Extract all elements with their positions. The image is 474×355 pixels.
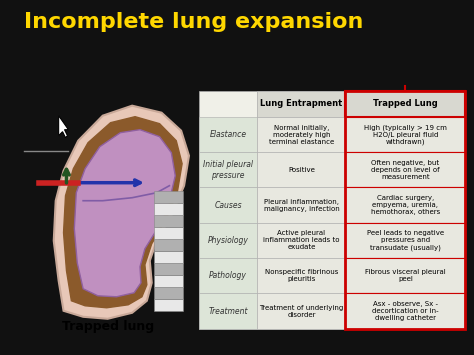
Bar bbox=[154, 287, 183, 299]
Bar bbox=[257, 223, 346, 258]
Text: Pleural inflammation,
malignancy, infection: Pleural inflammation, malignancy, infect… bbox=[264, 199, 339, 212]
Text: Often negative, but
depends on level of
measurement: Often negative, but depends on level of … bbox=[371, 160, 440, 180]
Bar bbox=[346, 152, 465, 187]
Polygon shape bbox=[59, 116, 68, 138]
Bar bbox=[346, 91, 465, 329]
Bar bbox=[199, 294, 257, 329]
Text: Lung Entrapment: Lung Entrapment bbox=[260, 99, 343, 108]
Bar bbox=[199, 91, 465, 329]
Text: Active pleural
inflammation leads to
exudate: Active pleural inflammation leads to exu… bbox=[263, 230, 340, 251]
Bar bbox=[257, 187, 346, 223]
Bar bbox=[199, 117, 257, 152]
Bar bbox=[154, 263, 183, 275]
Bar bbox=[346, 223, 465, 258]
Bar bbox=[346, 187, 465, 223]
Bar bbox=[199, 187, 257, 223]
Bar bbox=[346, 91, 465, 117]
Text: Treatment of underlying
disorder: Treatment of underlying disorder bbox=[259, 305, 344, 318]
Text: High (typically > 19 cm
H2O/L pleural fluid
withdrawn): High (typically > 19 cm H2O/L pleural fl… bbox=[364, 124, 447, 145]
Bar bbox=[346, 294, 465, 329]
Text: Normal initially,
moderately high
terminal elastance: Normal initially, moderately high termin… bbox=[269, 125, 334, 144]
Text: Pathology: Pathology bbox=[209, 271, 247, 280]
Bar bbox=[199, 258, 257, 294]
Bar bbox=[199, 223, 257, 258]
Text: Peel leads to negative
pressures and
transudate (usually): Peel leads to negative pressures and tra… bbox=[367, 230, 444, 251]
Text: Causes: Causes bbox=[214, 201, 242, 210]
Bar bbox=[346, 117, 465, 152]
Text: Fibrous visceral pleural
peel: Fibrous visceral pleural peel bbox=[365, 269, 446, 282]
Text: Nonspecific fibrinous
pleuritis: Nonspecific fibrinous pleuritis bbox=[264, 269, 338, 282]
Bar bbox=[199, 152, 257, 187]
Bar bbox=[257, 117, 346, 152]
Text: Treatment: Treatment bbox=[209, 307, 248, 316]
Text: Trapped Lung: Trapped Lung bbox=[373, 99, 438, 108]
Bar bbox=[154, 239, 183, 251]
Text: Initial pleural
pressure: Initial pleural pressure bbox=[203, 160, 253, 180]
Bar bbox=[154, 275, 183, 287]
Text: Positive: Positive bbox=[288, 167, 315, 173]
Text: Physiology: Physiology bbox=[208, 236, 248, 245]
Bar bbox=[154, 215, 183, 227]
Bar bbox=[154, 203, 183, 215]
Text: Cardiac surgery,
empyema, uremia,
hemothorax, others: Cardiac surgery, empyema, uremia, hemoth… bbox=[371, 195, 440, 215]
Bar bbox=[154, 227, 183, 239]
Bar bbox=[346, 258, 465, 294]
Polygon shape bbox=[64, 117, 182, 308]
Text: Incomplete lung expansion: Incomplete lung expansion bbox=[24, 12, 363, 32]
Bar bbox=[257, 91, 346, 117]
Bar bbox=[257, 258, 346, 294]
Bar bbox=[257, 152, 346, 187]
Polygon shape bbox=[74, 130, 175, 297]
Text: Asx - observe, Sx -
decortication or in-
dwelling catheter: Asx - observe, Sx - decortication or in-… bbox=[372, 301, 438, 321]
Bar bbox=[154, 299, 183, 311]
Polygon shape bbox=[54, 106, 189, 319]
Text: Trapped lung: Trapped lung bbox=[62, 320, 154, 333]
Bar bbox=[257, 294, 346, 329]
Text: Elastance: Elastance bbox=[210, 130, 246, 139]
Bar bbox=[154, 251, 183, 263]
Bar bbox=[154, 191, 183, 203]
